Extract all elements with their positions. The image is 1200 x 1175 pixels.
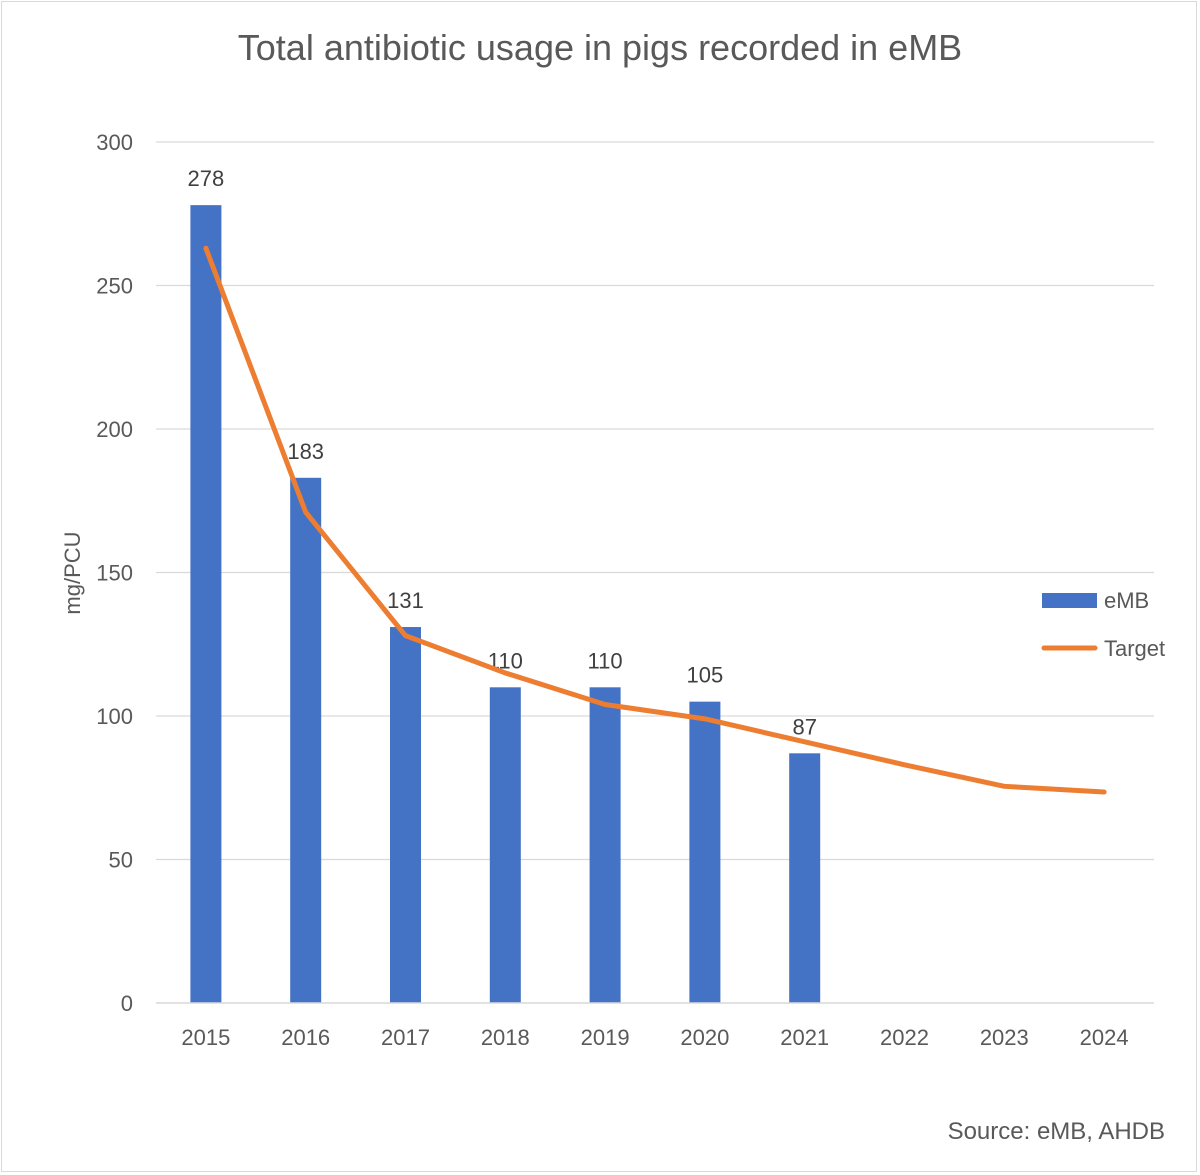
- y-axis-label: mg/PCU: [60, 531, 85, 614]
- y-tick-label-300: 300: [96, 130, 133, 155]
- y-tick-label-150: 150: [96, 561, 133, 586]
- data-label-2017: 131: [387, 588, 424, 613]
- legend-swatch-emb: [1042, 593, 1097, 608]
- x-tick-label-2017: 2017: [381, 1025, 430, 1050]
- data-label-2015: 278: [188, 166, 225, 191]
- legend-label-emb: eMB: [1104, 588, 1149, 613]
- bar-2019: [589, 687, 621, 1003]
- y-tick-label-250: 250: [96, 274, 133, 299]
- y-tick-label-200: 200: [96, 417, 133, 442]
- data-label-2016: 183: [287, 439, 324, 464]
- bar-2016: [290, 477, 322, 1003]
- bar-2017: [390, 627, 421, 1003]
- source-note: Source: eMB, AHDB: [948, 1118, 1165, 1145]
- legend-label-target: Target: [1104, 636, 1165, 661]
- x-tick-label-2024: 2024: [1080, 1025, 1129, 1050]
- x-tick-label-2020: 2020: [680, 1025, 729, 1050]
- y-tick-label-50: 50: [109, 848, 133, 873]
- x-axis-ticks: 2015 2016 2017 2018 2019 2020 2021 2022 2023 2024: [181, 1025, 1128, 1050]
- x-tick-label-2019: 2019: [581, 1025, 630, 1050]
- y-axis-ticks: 0 50 100 150 200 250 300: [96, 130, 133, 1016]
- target-line-series: [203, 245, 1107, 795]
- x-tick-label-2018: 2018: [481, 1025, 530, 1050]
- data-label-2019: 110: [588, 648, 623, 673]
- bar-2021: [789, 753, 821, 1003]
- bar-2015: [190, 205, 222, 1003]
- x-tick-label-2016: 2016: [281, 1025, 330, 1050]
- bar-2020: [689, 701, 721, 1003]
- gridlines: [156, 141, 1154, 861]
- x-tick-label-2015: 2015: [181, 1025, 230, 1050]
- bar-series: [190, 205, 821, 1003]
- target-line: [203, 245, 1107, 795]
- x-tick-label-2022: 2022: [880, 1025, 929, 1050]
- legend: eMB Target: [1041, 588, 1165, 661]
- y-tick-label-100: 100: [96, 704, 133, 729]
- x-tick-label-2023: 2023: [980, 1025, 1029, 1050]
- bar-2018: [489, 687, 521, 1003]
- y-tick-label-0: 0: [121, 991, 133, 1016]
- data-label-2021: 87: [792, 714, 816, 739]
- data-label-2020: 105: [687, 663, 724, 688]
- x-tick-label-2021: 2021: [780, 1025, 829, 1050]
- chart-title: Total antibiotic usage in pigs recorded …: [238, 27, 962, 68]
